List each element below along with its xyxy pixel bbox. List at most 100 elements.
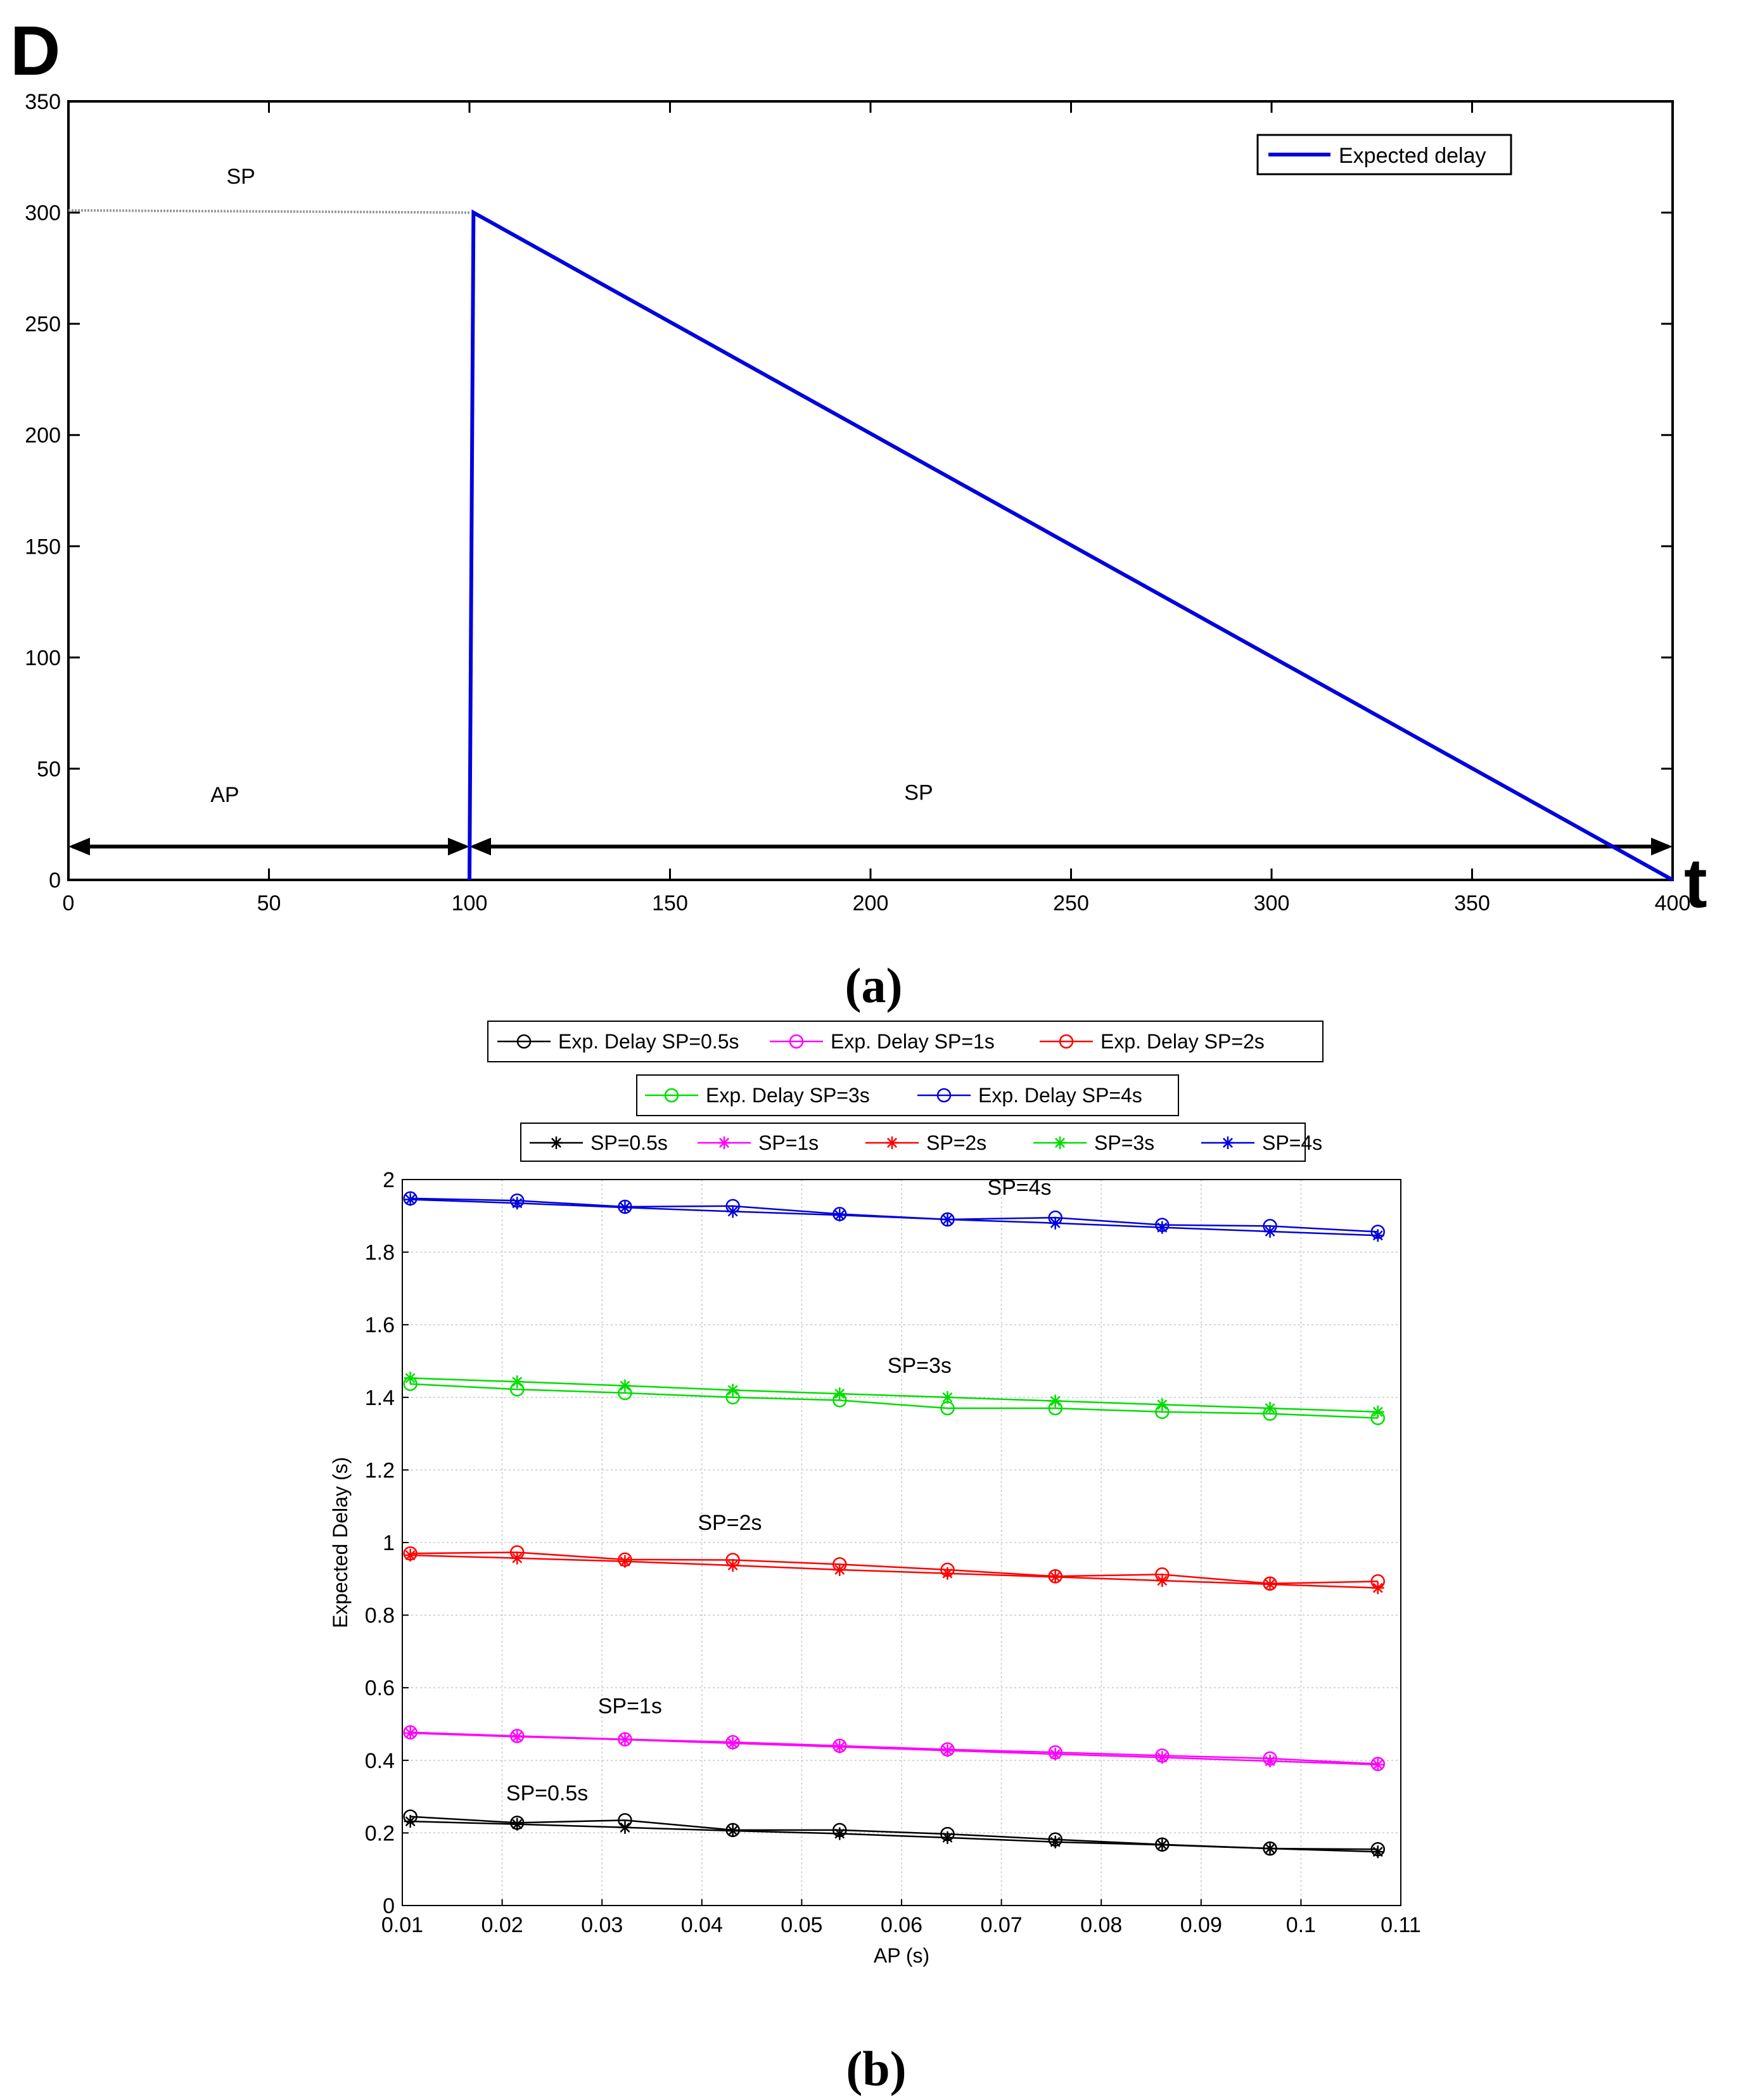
- legend-a: Expected delay: [1256, 134, 1512, 175]
- star-stroke: [512, 1553, 523, 1563]
- legend-label-expected-delay: Expected delay: [1339, 144, 1486, 168]
- star-stroke: [1055, 1138, 1065, 1148]
- star-stroke: [834, 1565, 845, 1575]
- data-point-sp-0-5s: [726, 1824, 739, 1837]
- legend-label-sp-3s: SP=3s: [1094, 1131, 1154, 1154]
- annotation-b: SP=0.5s: [506, 1781, 588, 1805]
- data-point-sp-0-5s: [511, 1817, 524, 1831]
- y-tick-label-b: 0.4: [365, 1749, 395, 1773]
- data-point-sp-0-5s: [618, 1821, 632, 1834]
- star-stroke: [834, 1741, 845, 1752]
- legend-marker-sp-2s: [886, 1136, 898, 1149]
- y-tick-label-a: 150: [25, 535, 61, 559]
- y-tick-label-a: 250: [25, 312, 61, 336]
- x-tick-label-b: 0.04: [681, 1913, 723, 1937]
- data-point-sp-0-5s: [1049, 1835, 1062, 1849]
- star-stroke: [620, 1380, 630, 1391]
- star-stroke: [620, 1734, 630, 1745]
- data-point-sp-2s: [404, 1549, 417, 1562]
- y-tick-label-b: 1.6: [365, 1313, 395, 1337]
- y-tick-label-b: 1.8: [365, 1241, 395, 1265]
- legend-marker-sp-1s: [718, 1136, 730, 1149]
- star-stroke: [942, 1392, 953, 1403]
- star-stroke: [512, 1198, 523, 1209]
- data-point-sp-4s: [833, 1209, 846, 1222]
- arrow-head-right-1: [448, 837, 469, 856]
- data-point-sp-0-5s: [1371, 1845, 1384, 1859]
- data-point-sp-3s: [511, 1375, 524, 1389]
- star-stroke: [1372, 1759, 1383, 1770]
- star-stroke: [1265, 1226, 1275, 1237]
- data-point-sp-4s: [1371, 1229, 1384, 1242]
- data-point-sp-3s: [1263, 1401, 1277, 1415]
- series-line-sp-3s: [410, 1377, 1378, 1413]
- data-point-sp-2s: [726, 1559, 739, 1572]
- x-tick-label-b: 0.08: [1080, 1913, 1122, 1937]
- data-point-sp-2s: [1049, 1570, 1062, 1584]
- legend-marker-sp-0-5s: [550, 1136, 563, 1149]
- y-tick-label-a: 300: [25, 201, 61, 226]
- legend-label-sp-4s: SP=4s: [1262, 1131, 1322, 1154]
- data-point-sp-2s: [833, 1563, 846, 1576]
- x-tick-label-a: 0: [63, 891, 75, 915]
- star-stroke: [942, 1832, 953, 1843]
- legend-marker-exp-delay-sp-3s: [664, 1088, 679, 1103]
- star-stroke: [1050, 1749, 1061, 1760]
- data-point-sp-4s: [404, 1193, 417, 1206]
- x-axis-label-b: AP (s): [874, 1944, 929, 1967]
- reference-line-a: [68, 209, 470, 214]
- star-stroke: [1265, 1755, 1275, 1766]
- star-stroke: [620, 1556, 630, 1567]
- star-stroke: [834, 1828, 845, 1839]
- annotation-b: SP=2s: [698, 1511, 762, 1535]
- y-tick-label-a: 50: [37, 757, 61, 781]
- legend-marker-sp-3s: [1054, 1136, 1066, 1149]
- data-point-sp-0-5s: [941, 1831, 954, 1844]
- legend-marker-exp-delay-sp-0-5s: [516, 1034, 532, 1049]
- star-stroke: [727, 1560, 738, 1571]
- x-tick-label-b: 0.01: [381, 1913, 423, 1937]
- star-stroke: [727, 1385, 738, 1396]
- x-tick-label-a: 400: [1655, 891, 1691, 915]
- data-point-sp-1s: [1371, 1758, 1384, 1771]
- series-line-exp-delay-sp-3s: [410, 1383, 1378, 1419]
- x-tick-label-a: 200: [853, 891, 889, 915]
- data-point-sp-0-5s: [833, 1827, 846, 1840]
- panel-caption-a: (a): [845, 958, 903, 1013]
- x-tick-label-b: 0.1: [1286, 1913, 1316, 1937]
- star-stroke: [512, 1819, 523, 1830]
- star-stroke: [727, 1738, 738, 1748]
- y-tick-label-a: 0: [49, 869, 61, 893]
- legend-marker-exp-delay-sp-1s: [789, 1034, 804, 1049]
- star-stroke: [834, 1389, 845, 1399]
- data-point-sp-3s: [726, 1384, 739, 1397]
- annotation-b: SP=4s: [987, 1176, 1051, 1200]
- y-tick-label-b: 0.8: [365, 1604, 395, 1628]
- x-tick-label-a: 300: [1254, 891, 1290, 915]
- star-stroke: [719, 1138, 729, 1148]
- data-point-sp-0-5s: [1156, 1838, 1169, 1852]
- y-tick-label-b: 1.4: [365, 1386, 395, 1410]
- y-tick-label-b: 0: [383, 1894, 395, 1918]
- x-tick-label-b: 0.09: [1180, 1913, 1222, 1937]
- star-stroke: [1223, 1138, 1233, 1148]
- series-line-sp-2s: [410, 1554, 1378, 1589]
- star-stroke: [834, 1210, 845, 1221]
- legend-label-sp-1s: SP=1s: [758, 1131, 819, 1154]
- data-point-sp-0-5s: [1263, 1842, 1277, 1855]
- star-stroke: [512, 1731, 523, 1742]
- data-point-sp-4s: [1263, 1225, 1277, 1238]
- series-line-sp-1s: [410, 1732, 1378, 1766]
- data-point-sp-1s: [618, 1733, 632, 1747]
- data-point-sp-3s: [404, 1371, 417, 1385]
- star-stroke: [887, 1138, 897, 1148]
- star-stroke: [1050, 1218, 1061, 1228]
- y-tick-label-b: 0.2: [365, 1821, 395, 1845]
- data-point-sp-2s: [511, 1551, 524, 1565]
- data-point-sp-1s: [1263, 1754, 1277, 1767]
- star-stroke: [1157, 1222, 1168, 1233]
- data-point-sp-4s: [941, 1213, 954, 1226]
- data-point-sp-2s: [1263, 1577, 1277, 1591]
- x-tick-label-a: 150: [652, 891, 688, 915]
